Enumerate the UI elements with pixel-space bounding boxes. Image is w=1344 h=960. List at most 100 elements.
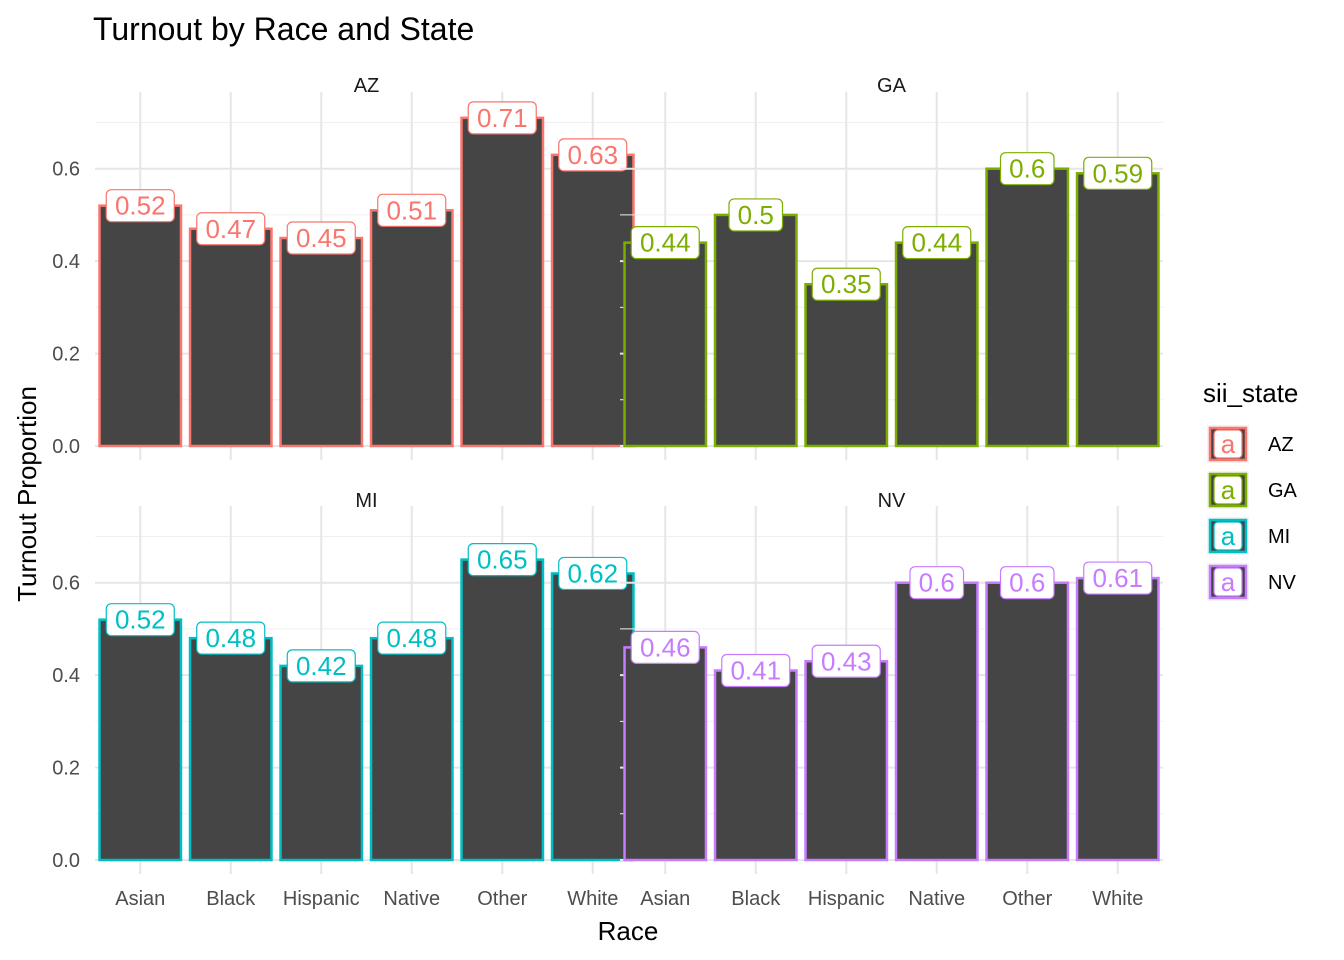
facet-panel-nv: NV 0.46 0.41 0.43 0.6 0.6 0.61 Asian Black Hispan… [620, 490, 1163, 910]
data-label: 0.6 [1009, 568, 1045, 598]
data-label-box [105, 189, 175, 223]
legend-key-label-box [1213, 429, 1243, 459]
data-label-box [1083, 156, 1153, 190]
bar-ga-black [713, 213, 798, 448]
legend-item-az: a AZ [1207, 425, 1294, 463]
data-label: 0.71 [477, 103, 528, 133]
data-label-box [467, 101, 537, 135]
data-label: 0.65 [477, 545, 528, 575]
bar-nv-native [894, 581, 979, 862]
data-label-box [630, 630, 700, 665]
facet-panel-az: AZ 0.52 0.47 0.45 0.51 0.71 0.63 0.0 0.2 0.4 0.6 [52, 75, 638, 460]
x-tick-label: Hispanic [283, 888, 360, 910]
data-label-box [728, 198, 784, 232]
legend-item-ga: a GA [1207, 471, 1298, 509]
y-tick-label: 0.6 [52, 159, 80, 181]
data-label: 0.6 [1009, 154, 1045, 184]
data-label-box [999, 152, 1055, 186]
bar-mi-native [369, 636, 454, 862]
bar-mi-other [460, 558, 545, 862]
data-label: 0.59 [1092, 158, 1143, 188]
y-tick-label: 0.2 [52, 344, 80, 366]
bar-ga-native [894, 241, 979, 448]
data-label-box [558, 138, 628, 172]
x-tick-label: Asian [115, 888, 165, 910]
x-tick-label: Black [731, 888, 781, 910]
bar-mi-black [188, 636, 273, 862]
bar-nv-other [985, 581, 1070, 862]
data-label-box [377, 621, 447, 655]
bar-ga-white [1075, 172, 1160, 448]
legend-label: AZ [1268, 434, 1294, 456]
data-label: 0.45 [296, 223, 347, 253]
data-label: 0.47 [205, 214, 256, 244]
data-label-box [286, 221, 356, 255]
y-axis-title: Turnout Proportion [12, 386, 42, 602]
legend-item-mi: a MI [1207, 517, 1290, 555]
x-tick-label: Black [206, 888, 256, 910]
bar-ga-asian [623, 241, 708, 448]
x-tick-label: White [567, 888, 618, 910]
data-label: 0.48 [205, 623, 256, 653]
y-tick-label: 0.4 [52, 665, 80, 687]
x-tick-label: Native [383, 888, 440, 910]
bar-ga-hispanic [804, 282, 889, 448]
legend-label: MI [1268, 526, 1290, 548]
bar-mi-hispanic [279, 664, 364, 862]
data-label: 0.52 [115, 191, 166, 221]
legend: sii_state a AZ a GA a MI a NV [1203, 378, 1298, 601]
data-label-box [721, 653, 791, 688]
legend-key-glyph: a [1221, 521, 1236, 551]
bar-nv-hispanic [804, 660, 889, 862]
legend-item-nv: a NV [1207, 563, 1296, 601]
data-label-box [909, 566, 965, 600]
data-label-box [811, 644, 881, 678]
data-label-box [105, 603, 175, 637]
x-axis-title: Race [598, 916, 659, 946]
data-label-box [1083, 561, 1153, 595]
bar-ga-other [985, 167, 1070, 448]
data-label: 0.5 [738, 200, 774, 230]
legend-label: GA [1268, 480, 1298, 502]
legend-key-label-box [1213, 475, 1243, 505]
data-label: 0.42 [296, 651, 347, 681]
facet-strip-label: AZ [354, 75, 380, 97]
data-label: 0.41 [730, 656, 781, 686]
y-tick-label: 0.0 [52, 850, 80, 872]
bar-mi-white [550, 572, 635, 862]
x-tick-label: Hispanic [808, 888, 885, 910]
bar-az-black [188, 227, 273, 448]
facet-panel-ga: GA 0.44 0.5 0.35 0.44 0.6 0.59 [620, 75, 1163, 460]
x-tick-label: Asian [640, 888, 690, 910]
data-label-box [467, 542, 537, 577]
data-label: 0.6 [919, 568, 955, 598]
legend-label: NV [1268, 572, 1296, 594]
data-label-box [558, 556, 628, 591]
data-label-box [196, 621, 266, 655]
y-tick-label: 0.0 [52, 436, 80, 458]
facet-panel-mi: MI 0.52 0.48 0.42 0.48 0.65 0.62 0.0 0.2 0.4 0.6 As… [52, 490, 638, 910]
legend-key-glyph: a [1221, 567, 1236, 597]
x-tick-label: Other [1002, 888, 1052, 910]
data-label: 0.51 [386, 195, 437, 225]
bar-az-hispanic [279, 236, 364, 448]
x-tick-label: Native [908, 888, 965, 910]
data-label: 0.63 [567, 140, 618, 170]
bar-az-native [369, 209, 454, 448]
data-label-box [377, 193, 447, 227]
y-tick-label: 0.2 [52, 758, 80, 780]
facet-strip-label: NV [878, 490, 906, 512]
data-label: 0.46 [640, 632, 691, 662]
legend-key-label-box [1213, 567, 1243, 597]
data-label-box [811, 267, 881, 301]
data-label: 0.43 [821, 646, 872, 676]
bar-az-other [460, 116, 545, 448]
bar-az-white [550, 153, 635, 448]
data-label: 0.48 [386, 623, 437, 653]
facet-panels: AZ0.520.47 0.450.510.710.630.00.20.40.6GA… [52, 75, 1163, 910]
data-label-box [630, 226, 700, 260]
legend-title: sii_state [1203, 378, 1298, 408]
data-label: 0.35 [821, 269, 872, 299]
bar-nv-asian [623, 646, 708, 862]
